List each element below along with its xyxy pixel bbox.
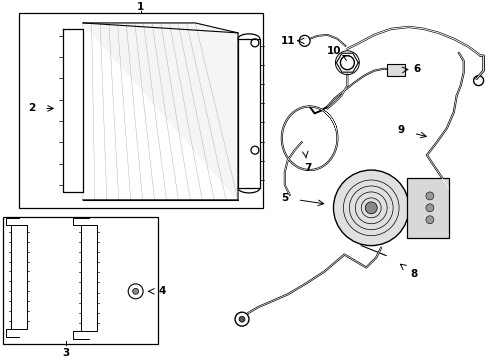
Text: 10: 10 bbox=[326, 46, 341, 56]
Circle shape bbox=[425, 204, 433, 212]
Circle shape bbox=[425, 216, 433, 224]
Text: 4: 4 bbox=[159, 286, 166, 296]
Text: 2: 2 bbox=[28, 103, 35, 113]
Text: 11: 11 bbox=[280, 36, 294, 46]
Circle shape bbox=[425, 192, 433, 200]
Bar bbox=[386, 64, 404, 76]
Circle shape bbox=[128, 284, 143, 299]
Text: 3: 3 bbox=[62, 348, 70, 358]
Polygon shape bbox=[238, 39, 260, 188]
Polygon shape bbox=[83, 23, 238, 200]
Bar bbox=[406, 178, 448, 238]
Text: 9: 9 bbox=[397, 125, 404, 135]
Polygon shape bbox=[63, 29, 83, 192]
Circle shape bbox=[235, 312, 248, 326]
Text: 6: 6 bbox=[412, 64, 420, 74]
Bar bbox=[20, 13, 263, 208]
Circle shape bbox=[239, 316, 244, 322]
Circle shape bbox=[299, 35, 309, 46]
Polygon shape bbox=[11, 225, 27, 329]
Circle shape bbox=[340, 56, 354, 70]
Circle shape bbox=[365, 202, 376, 214]
Polygon shape bbox=[81, 225, 97, 331]
Text: 8: 8 bbox=[409, 269, 417, 279]
Circle shape bbox=[132, 288, 139, 294]
Circle shape bbox=[333, 170, 408, 246]
Text: 7: 7 bbox=[304, 163, 311, 173]
Text: 5: 5 bbox=[281, 193, 288, 203]
Bar bbox=[3, 217, 157, 344]
Text: 1: 1 bbox=[137, 2, 144, 12]
